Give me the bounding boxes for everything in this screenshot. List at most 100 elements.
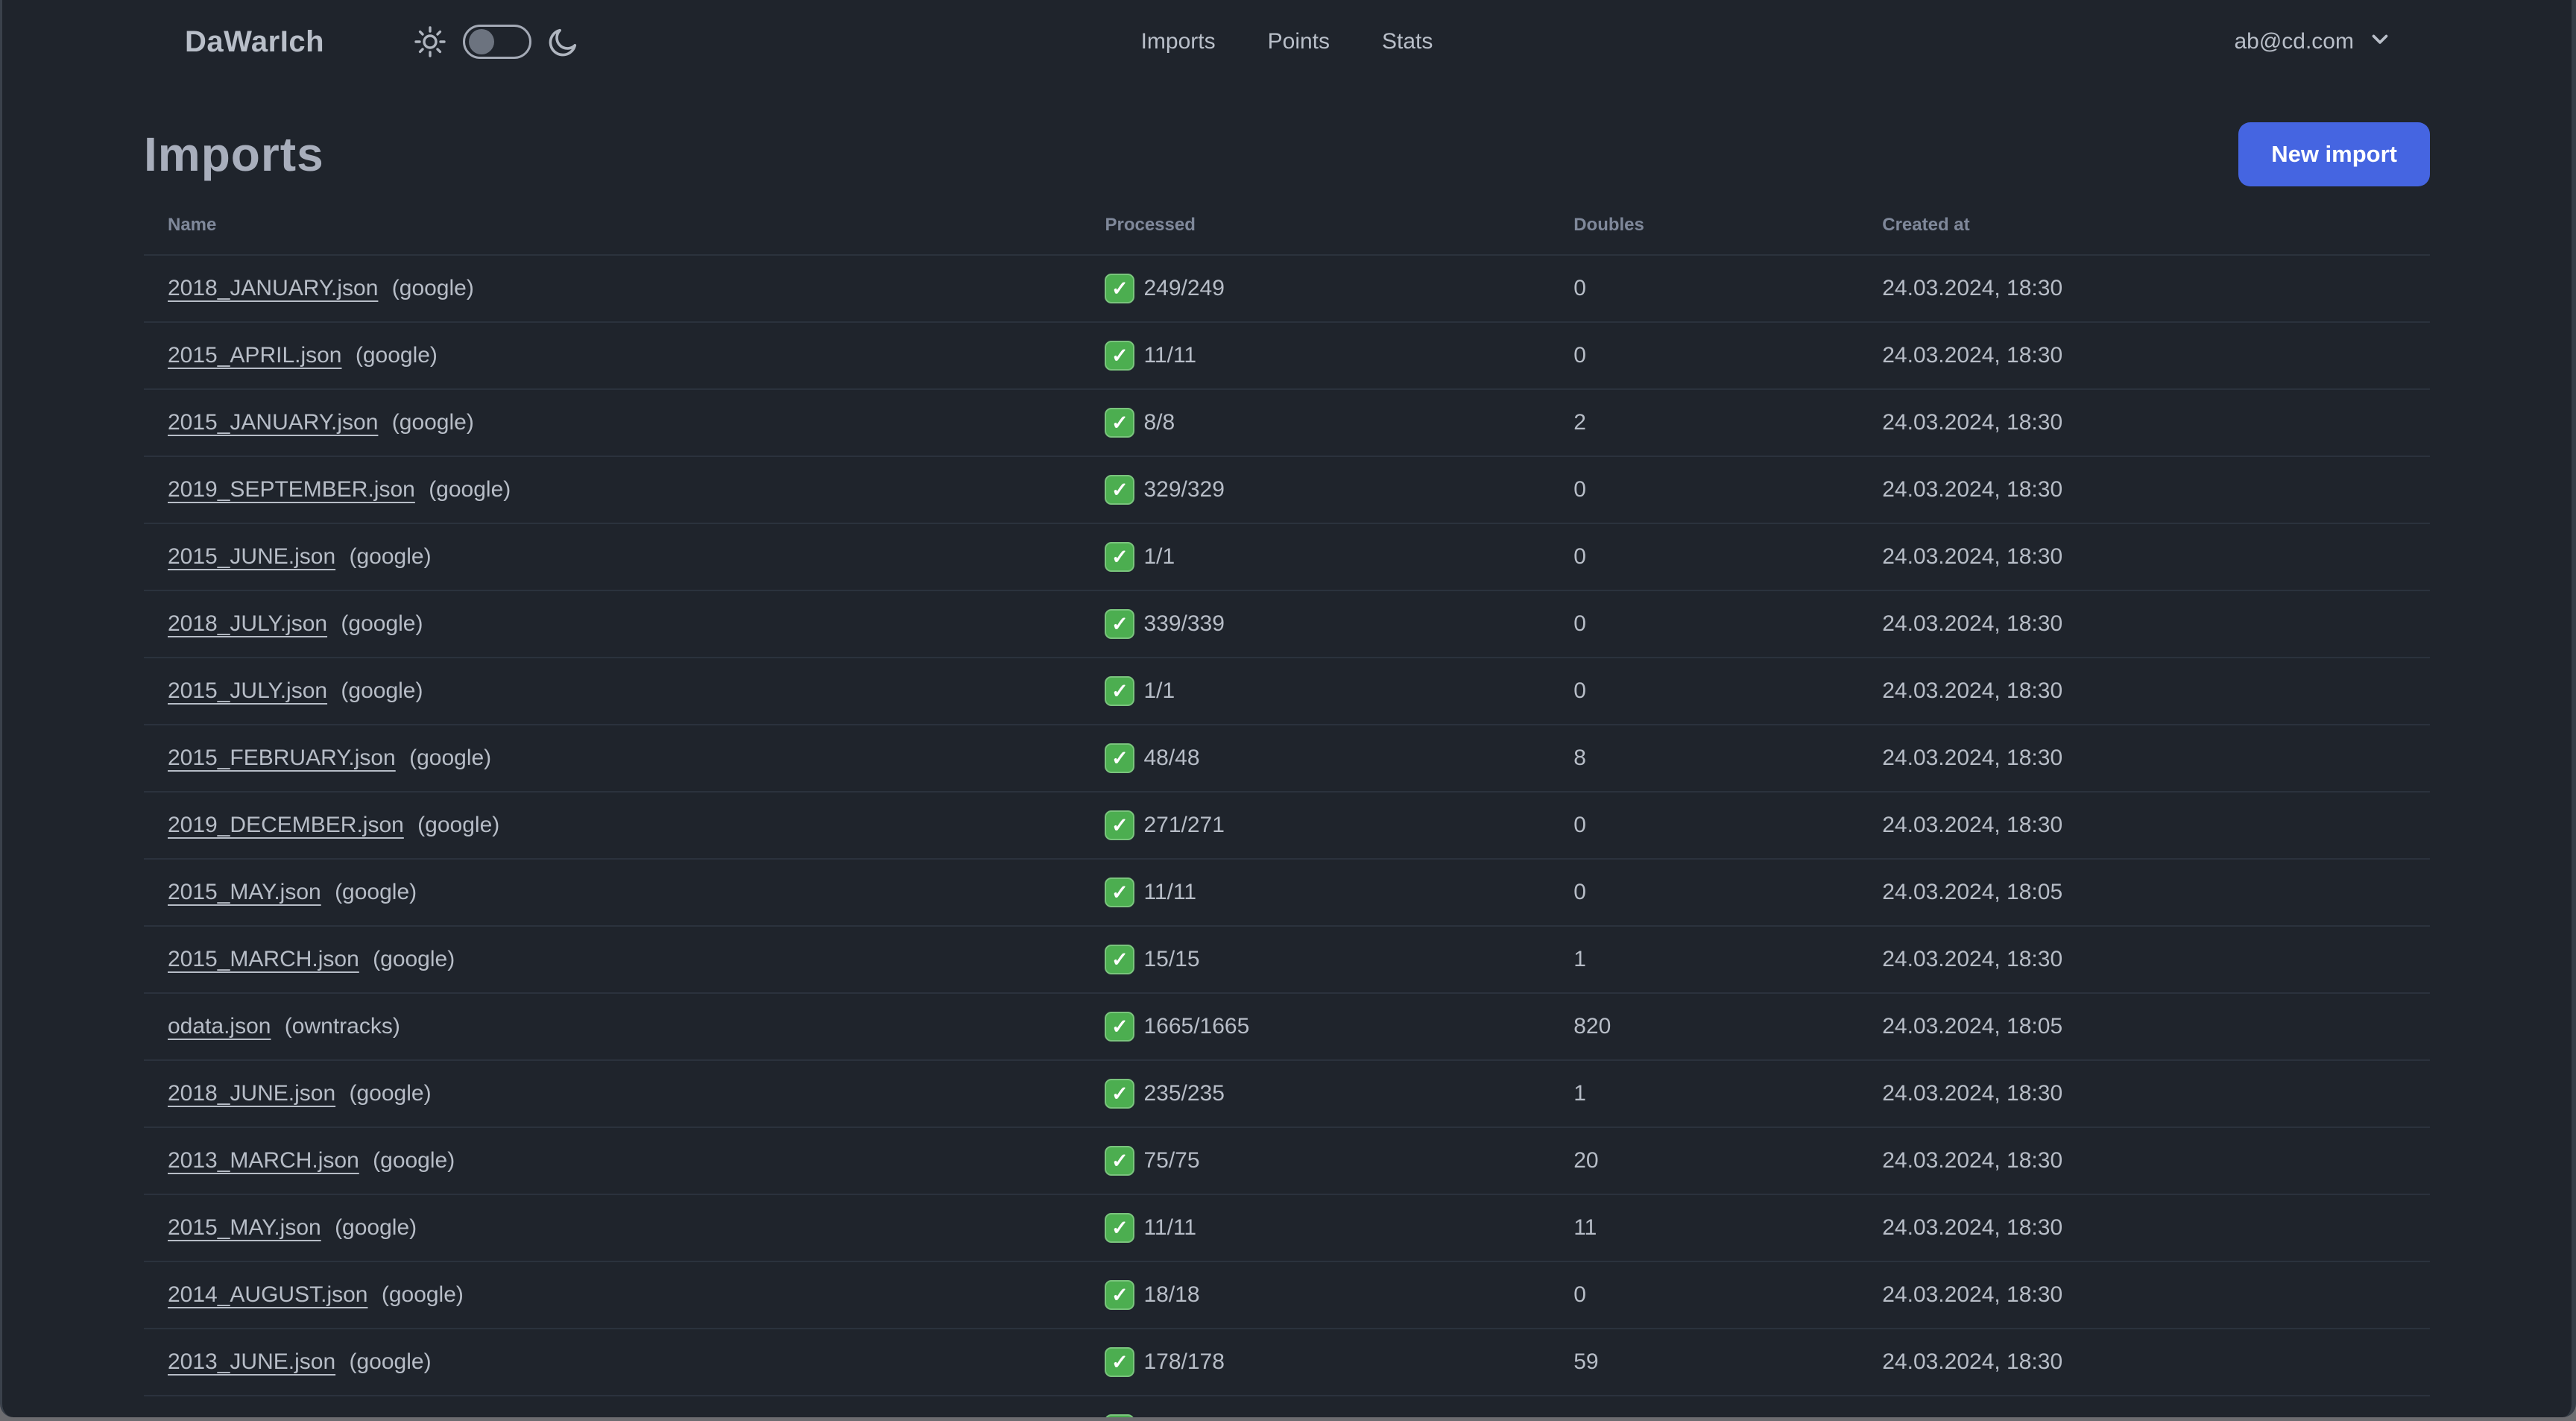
table-row-partial: [144, 1395, 2430, 1417]
processed-count: 15/15: [1143, 947, 1200, 971]
created-at: 24.03.2024, 18:30: [1882, 1282, 2063, 1307]
processed-count: 11/11: [1143, 1215, 1197, 1240]
name-cell: 2015_MARCH.json (google): [144, 947, 1081, 972]
created-at: 24.03.2024, 18:30: [1882, 477, 2063, 502]
processed-count: 11/11: [1143, 880, 1197, 904]
import-source: (google): [429, 477, 511, 502]
imports-table: Name Processed Doubles Created at 2018_J…: [144, 195, 2430, 1417]
processed-count: 75/75: [1143, 1148, 1200, 1173]
import-source: (google): [335, 880, 417, 904]
doubles-count: 0: [1573, 678, 1586, 703]
app-logo[interactable]: DaWarIch: [185, 25, 325, 58]
import-file-link[interactable]: 2015_MAY.json: [168, 880, 321, 904]
processed-count: 271/271: [1143, 813, 1225, 837]
created-at: 24.03.2024, 18:30: [1882, 947, 2063, 971]
check-icon: [1105, 274, 1135, 303]
import-file-link[interactable]: 2013_MARCH.json: [168, 1148, 359, 1173]
name-cell: 2015_APRIL.json (google): [144, 343, 1081, 368]
import-file-link[interactable]: 2015_JANUARY.json: [168, 410, 379, 435]
processed-cell: 8/8: [1081, 408, 1550, 438]
created-at: 24.03.2024, 18:30: [1882, 343, 2063, 368]
table-row: 2019_SEPTEMBER.json (google) 329/329 0 2…: [144, 456, 2430, 523]
moon-icon: [546, 25, 581, 59]
new-import-button[interactable]: New import: [2238, 122, 2430, 186]
created-at: 24.03.2024, 18:05: [1882, 1014, 2063, 1039]
import-file-link[interactable]: 2013_JUNE.json: [168, 1349, 336, 1374]
import-file-link[interactable]: 2015_MARCH.json: [168, 947, 359, 971]
doubles-count: 0: [1573, 813, 1586, 837]
name-cell: 2015_JULY.json (google): [144, 678, 1081, 704]
chevron-down-icon: [2367, 26, 2393, 57]
import-source: (google): [409, 746, 492, 770]
import-file-link[interactable]: 2015_APRIL.json: [168, 343, 342, 368]
table-row: 2018_JUNE.json (google) 235/235 1 24.03.…: [144, 1059, 2430, 1127]
import-file-link[interactable]: 2015_FEBRUARY.json: [168, 746, 396, 770]
name-cell: 2015_FEBRUARY.json (google): [144, 746, 1081, 771]
table-row: 2015_JUNE.json (google) 1/1 0 24.03.2024…: [144, 523, 2430, 590]
name-cell: 2015_JANUARY.json (google): [144, 410, 1081, 435]
name-cell: 2018_JUNE.json (google): [144, 1081, 1081, 1106]
processed-count: 249/249: [1143, 276, 1225, 300]
processed-cell: 15/15: [1081, 945, 1550, 974]
import-file-link[interactable]: 2019_DECEMBER.json: [168, 813, 404, 837]
check-icon: [1105, 1414, 1135, 1417]
check-icon: [1105, 1146, 1135, 1176]
page-head: Imports New import: [144, 113, 2430, 195]
theme-switch-knob[interactable]: [469, 29, 495, 54]
col-header-doubles: Doubles: [1573, 214, 1644, 235]
check-icon: [1105, 1347, 1135, 1377]
created-at: 24.03.2024, 18:30: [1882, 1349, 2063, 1374]
import-file-link[interactable]: 2018_JULY.json: [168, 611, 328, 636]
check-icon: [1105, 542, 1135, 572]
import-file-link[interactable]: 2019_SEPTEMBER.json: [168, 477, 415, 502]
processed-count: 329/329: [1143, 477, 1225, 502]
name-cell: 2015_MAY.json (google): [144, 880, 1081, 905]
import-file-link[interactable]: 2018_JANUARY.json: [168, 276, 379, 300]
processed-count: 178/178: [1143, 1349, 1225, 1374]
processed-count: 18/18: [1143, 1282, 1200, 1307]
processed-cell: 271/271: [1081, 810, 1550, 840]
created-at: 24.03.2024, 18:30: [1882, 276, 2063, 300]
created-at: 24.03.2024, 18:30: [1882, 410, 2063, 435]
doubles-count: 820: [1573, 1014, 1611, 1039]
doubles-count: 59: [1573, 1349, 1599, 1374]
doubles-count: 0: [1573, 880, 1586, 904]
import-source: (google): [349, 544, 432, 569]
check-icon: [1105, 1213, 1135, 1243]
nav-item-stats[interactable]: Stats: [1382, 29, 1433, 54]
created-at: 24.03.2024, 18:05: [1882, 880, 2063, 904]
import-file-link[interactable]: 2015_JUNE.json: [168, 544, 336, 569]
col-header-created-at: Created at: [1882, 214, 1970, 235]
processed-cell: 11/11: [1081, 341, 1550, 371]
name-cell: 2015_MAY.json (google): [144, 1215, 1081, 1241]
table-row: odata.json (owntracks) 1665/1665 820 24.…: [144, 992, 2430, 1059]
theme-switch[interactable]: [463, 25, 532, 59]
import-file-link[interactable]: 2014_AUGUST.json: [168, 1282, 368, 1307]
navbar-right: ab@cd.com: [2234, 26, 2393, 57]
table-header-row: Name Processed Doubles Created at: [144, 195, 2430, 254]
import-file-link[interactable]: 2015_MAY.json: [168, 1215, 321, 1240]
processed-cell: 1/1: [1081, 676, 1550, 706]
import-source: (google): [373, 1148, 455, 1173]
doubles-count: 0: [1573, 343, 1586, 368]
processed-count: 1/1: [1143, 544, 1175, 569]
processed-count: 1/1: [1143, 678, 1175, 703]
name-cell: 2014_AUGUST.json (google): [144, 1282, 1081, 1308]
table-row: 2013_JUNE.json (google) 178/178 59 24.03…: [144, 1328, 2430, 1395]
import-source: (google): [349, 1081, 432, 1106]
main-content: Imports New import Name Processed Double…: [2, 113, 2572, 1417]
import-file-link[interactable]: odata.json: [168, 1014, 271, 1039]
name-cell: 2019_SEPTEMBER.json (google): [144, 477, 1081, 502]
doubles-count: 0: [1573, 611, 1586, 636]
import-file-link[interactable]: 2015_JULY.json: [168, 678, 328, 703]
nav-item-points[interactable]: Points: [1267, 29, 1330, 54]
theme-toggle: [412, 24, 581, 60]
processed-count: 8/8: [1143, 410, 1175, 435]
created-at: 24.03.2024, 18:30: [1882, 1081, 2063, 1106]
account-menu[interactable]: ab@cd.com: [2234, 26, 2393, 57]
nav-item-imports[interactable]: Imports: [1140, 29, 1216, 54]
name-cell: 2018_JULY.json (google): [144, 611, 1081, 637]
import-file-link[interactable]: 2018_JUNE.json: [168, 1081, 336, 1106]
table-row: 2015_FEBRUARY.json (google) 48/48 8 24.0…: [144, 724, 2430, 791]
